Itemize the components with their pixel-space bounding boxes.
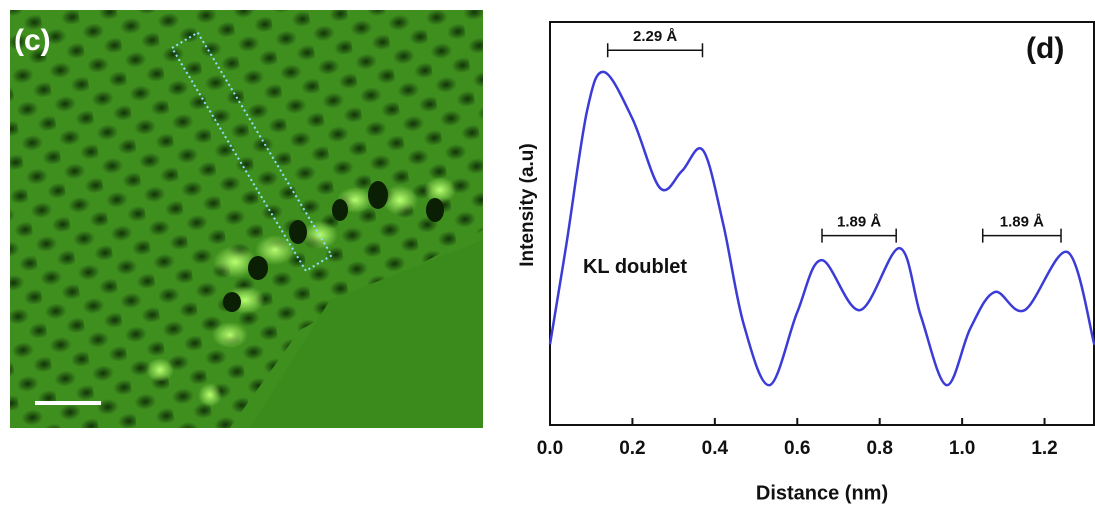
- note: KL doublet: [583, 256, 687, 278]
- spacing-label: 1.89 Å: [837, 214, 881, 231]
- x-tick-label: 0.6: [784, 438, 810, 459]
- x-tick-label: 1.0: [949, 438, 975, 459]
- spacing-label: 2.29 Å: [633, 28, 677, 45]
- intensity-line: [548, 70, 1095, 387]
- micrograph: [10, 10, 483, 428]
- x-tick-label: 1.2: [1031, 438, 1057, 459]
- x-tick-label: 0.2: [619, 438, 645, 459]
- x-tick-label: 0.8: [866, 438, 892, 459]
- y-axis-label: Intensity (a.u): [517, 143, 538, 267]
- spacing-bracket: [606, 43, 704, 58]
- spacing-bracket: [821, 228, 897, 243]
- x-tick-label: 0.0: [537, 438, 563, 459]
- plot-frame: [549, 21, 1095, 426]
- spacing-bracket: [981, 228, 1062, 243]
- x-tick-label: 0.4: [702, 438, 729, 459]
- panel-label: (c): [14, 24, 51, 57]
- note: (d): [1026, 32, 1064, 65]
- spacing-label: 1.89 Å: [1000, 214, 1044, 231]
- x-axis-label: Distance (nm): [756, 482, 888, 504]
